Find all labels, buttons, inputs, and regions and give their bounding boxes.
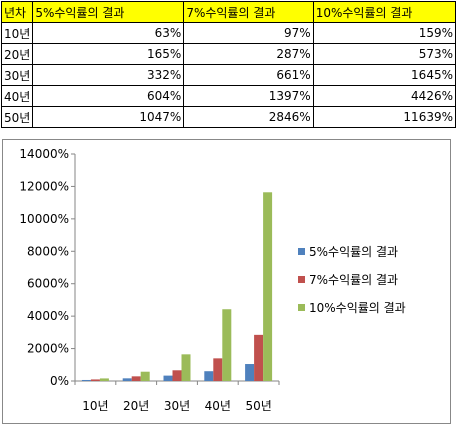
bar-1 bbox=[81, 379, 91, 381]
y-tick-label: 8000% bbox=[27, 244, 69, 258]
value-cell-5pct[interactable]: 63% bbox=[32, 22, 185, 44]
row-year-cell[interactable]: 10년 bbox=[0, 22, 34, 44]
value-cell-5pct[interactable]: 332% bbox=[32, 64, 185, 86]
row-year-cell[interactable]: 40년 bbox=[0, 85, 34, 107]
value-cell-10pct[interactable]: 159% bbox=[312, 22, 456, 44]
table-row: 30년 332% 661% 1645% bbox=[0, 64, 456, 86]
value-cell-10pct[interactable]: 573% bbox=[312, 43, 456, 65]
x-tick-label: 40년 bbox=[205, 399, 231, 413]
value-cell-10pct[interactable]: 1645% bbox=[312, 64, 456, 86]
bar-chart: 0% 2000% 4000% 6000% 8000% 10000% 12000% 14000%… bbox=[19, 147, 406, 413]
bar-2 bbox=[213, 358, 223, 381]
value-cell-7pct[interactable]: 287% bbox=[183, 43, 314, 65]
data-table: 년차 5%수익률의 결과 7%수익률의 결과 10%수익률의 결과 10년 63… bbox=[0, 1, 456, 128]
value-cell-5pct[interactable]: 165% bbox=[32, 43, 185, 65]
y-tick-label: 10000% bbox=[19, 212, 69, 226]
header-cell-5pct[interactable]: 5%수익률의 결과 bbox=[32, 1, 185, 23]
bar-3 bbox=[222, 309, 232, 381]
header-cell-7pct[interactable]: 7%수익률의 결과 bbox=[183, 1, 314, 23]
bar-2 bbox=[131, 376, 141, 381]
bar-3 bbox=[99, 378, 109, 381]
value-cell-5pct[interactable]: 604% bbox=[32, 85, 185, 107]
value-cell-5pct[interactable]: 1047% bbox=[32, 106, 185, 128]
x-tick-label: 30년 bbox=[164, 399, 190, 413]
x-tick-label: 20년 bbox=[123, 399, 149, 413]
table-row: 10년 63% 97% 159% bbox=[0, 22, 456, 44]
row-year-cell[interactable]: 20년 bbox=[0, 43, 34, 65]
x-tick-label: 50년 bbox=[245, 399, 271, 413]
bar-1 bbox=[122, 378, 132, 381]
value-cell-10pct[interactable]: 4426% bbox=[312, 85, 456, 107]
table-row: 50년 1047% 2846% 11639% bbox=[0, 106, 456, 128]
value-cell-7pct[interactable]: 1397% bbox=[183, 85, 314, 107]
value-cell-7pct[interactable]: 97% bbox=[183, 22, 314, 44]
legend-label: 5%수익률의 결과 bbox=[309, 245, 398, 259]
header-cell-year[interactable]: 년차 bbox=[0, 1, 34, 23]
table-row: 40년 604% 1397% 4426% bbox=[0, 85, 456, 107]
y-tick-label: 2000% bbox=[27, 342, 69, 356]
value-cell-7pct[interactable]: 2846% bbox=[183, 106, 314, 128]
row-year-cell[interactable]: 50년 bbox=[0, 106, 34, 128]
y-tick-label: 4000% bbox=[27, 309, 69, 323]
value-cell-10pct[interactable]: 11639% bbox=[312, 106, 456, 128]
legend-swatch bbox=[298, 248, 305, 255]
row-year-cell[interactable]: 30년 bbox=[0, 64, 34, 86]
chart-area[interactable]: 0% 2000% 4000% 6000% 8000% 10000% 12000% 14000%… bbox=[2, 139, 451, 424]
bar-2 bbox=[172, 370, 182, 381]
y-tick-label: 6000% bbox=[27, 277, 69, 291]
bar-1 bbox=[163, 375, 173, 381]
bar-3 bbox=[263, 192, 273, 381]
y-tick-label: 12000% bbox=[19, 179, 69, 193]
legend-swatch bbox=[298, 304, 305, 311]
y-tick-label: 0% bbox=[50, 374, 69, 388]
bar-2 bbox=[254, 334, 264, 381]
table-header-row: 년차 5%수익률의 결과 7%수익률의 결과 10%수익률의 결과 bbox=[0, 1, 456, 23]
legend-label: 10%수익률의 결과 bbox=[309, 301, 406, 315]
bar-2 bbox=[90, 379, 100, 381]
legend-swatch bbox=[298, 276, 305, 283]
bar-1 bbox=[204, 371, 214, 381]
bar-1 bbox=[245, 364, 255, 381]
legend-label: 7%수익률의 결과 bbox=[309, 273, 398, 287]
header-cell-10pct[interactable]: 10%수익률의 결과 bbox=[312, 1, 456, 23]
table-row: 20년 165% 287% 573% bbox=[0, 43, 456, 65]
bar-3 bbox=[140, 371, 150, 381]
value-cell-7pct[interactable]: 661% bbox=[183, 64, 314, 86]
bar-3 bbox=[181, 354, 191, 381]
y-tick-label: 14000% bbox=[19, 147, 69, 161]
x-tick-label: 10년 bbox=[82, 399, 108, 413]
